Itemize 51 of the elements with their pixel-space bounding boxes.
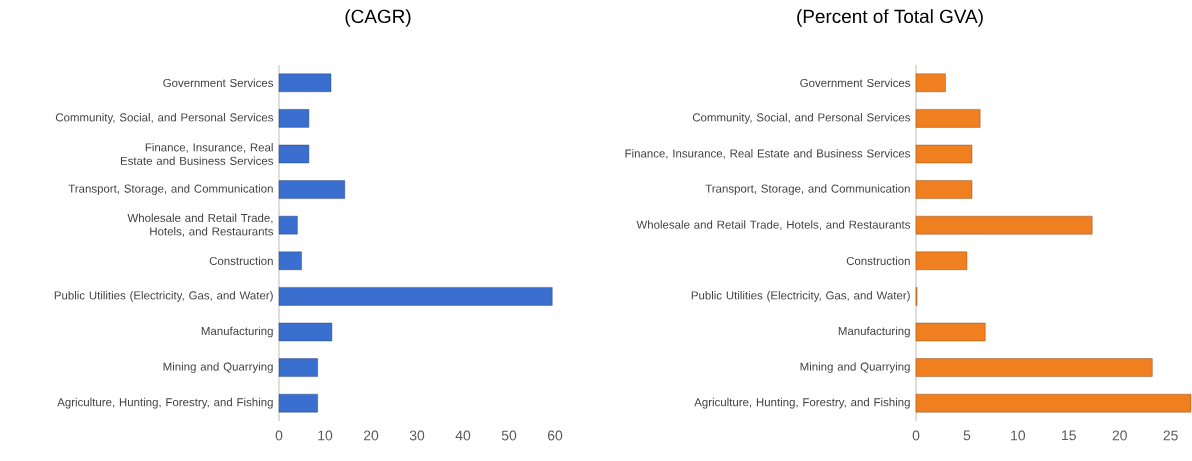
bar <box>278 144 310 164</box>
bar <box>278 180 345 199</box>
x-tick-label: 5 <box>963 430 971 441</box>
bar <box>278 322 333 342</box>
y-tick-label: Government Services <box>163 78 274 87</box>
y-tick-label: Government Services <box>800 78 911 87</box>
y-tick-label: Manufacturing <box>838 326 910 338</box>
y-tick-label: Wholesale and Retail Trade, Hotels, and Restaurants <box>127 213 274 237</box>
x-tick-label: 0 <box>912 430 920 441</box>
y-tick-label: Finance, Insurance, Real Estate and Business Services <box>625 149 911 159</box>
y-tick-label: Mining and Quarrying <box>800 362 910 373</box>
y-tick-label: Finance, Insurance, Real Estate and Business Services <box>120 143 274 165</box>
x-tick-label: 20 <box>1112 430 1127 441</box>
y-tick-label: Public Utilities (Electricity, Gas, and Water) <box>54 291 273 302</box>
bar <box>278 358 318 377</box>
chart-title: (CAGR) <box>345 9 411 27</box>
bar <box>915 393 1192 413</box>
y-tick-label: Transport, Storage, and Communication <box>68 184 273 195</box>
y-tick-label: Community, Social, and Personal Services <box>55 113 274 124</box>
bar <box>915 358 1153 377</box>
bar <box>278 109 310 128</box>
y-tick-label: Agriculture, Hunting, Forestry, and Fishing <box>694 397 910 409</box>
chart-title: (Percent of Total GVA) <box>797 9 983 27</box>
x-tick-label: 20 <box>363 430 379 441</box>
y-tick-label: Community, Social, and Personal Services <box>692 113 911 124</box>
x-tick-label: 15 <box>1062 430 1076 441</box>
bar <box>278 393 318 413</box>
y-tick-label: Construction <box>209 256 273 265</box>
y-tick-label: Public Utilities (Electricity, Gas, and Water) <box>691 291 910 302</box>
bar <box>915 215 1093 235</box>
x-tick-label: 60 <box>547 430 563 441</box>
bar <box>278 287 553 306</box>
x-tick-label: 40 <box>455 430 471 441</box>
y-tick-label: Wholesale and Retail Trade, Hotels, and Restaurants <box>636 220 911 231</box>
bar <box>915 180 973 199</box>
x-tick-label: 10 <box>318 430 333 441</box>
x-tick-label: 25 <box>1163 430 1178 441</box>
x-tick-label: 30 <box>409 430 425 441</box>
y-tick-label: Transport, Storage, and Communication <box>705 184 910 195</box>
y-tick-label: Mining and Quarrying <box>163 362 273 373</box>
y-tick-label: Manufacturing <box>201 326 273 338</box>
y-tick-label: Agriculture, Hunting, Forestry, and Fishing <box>57 397 273 409</box>
x-tick-label: 0 <box>275 430 283 441</box>
bar <box>915 109 981 128</box>
bar <box>278 73 332 92</box>
x-tick-label: 10 <box>1011 430 1026 441</box>
bar <box>278 251 302 270</box>
y-tick-label: Construction <box>846 256 910 265</box>
x-tick-label: 50 <box>501 430 517 441</box>
bar <box>278 215 298 235</box>
bar <box>915 251 968 270</box>
